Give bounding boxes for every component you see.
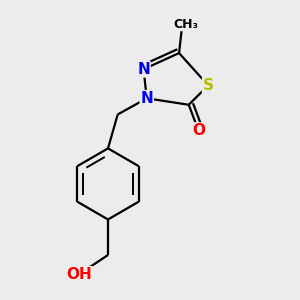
Text: N: N (140, 91, 153, 106)
Text: O: O (192, 123, 205, 138)
Text: CH₃: CH₃ (173, 17, 198, 31)
Text: S: S (203, 78, 214, 93)
Text: OH: OH (66, 267, 92, 282)
Text: N: N (137, 62, 150, 77)
